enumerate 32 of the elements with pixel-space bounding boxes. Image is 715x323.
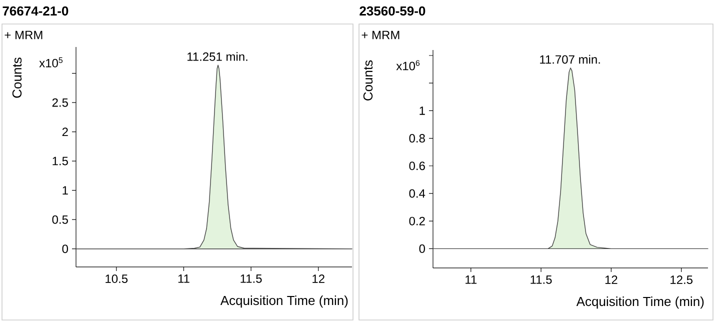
y-tick-label: 1 bbox=[62, 186, 68, 194]
chart-title: 23560-59-0 bbox=[360, 6, 426, 16]
chart-subtitle: + MRM bbox=[4, 30, 42, 40]
y-tick-label: 0.6 bbox=[409, 162, 425, 170]
x-tick-label: 11.5 bbox=[530, 276, 552, 284]
chart-subtitle: + MRM bbox=[362, 30, 400, 40]
x-tick-label: 10.5 bbox=[106, 274, 128, 284]
x-tick-label: 11 bbox=[178, 274, 190, 283]
x-tick-label: 11 bbox=[466, 276, 477, 284]
y-tick-label: 2.5 bbox=[52, 98, 68, 107]
y-tick-label: 2 bbox=[62, 128, 68, 136]
x-tick-label: 12 bbox=[605, 276, 618, 284]
y-tick-label: 0.2 bbox=[409, 216, 425, 226]
x-tick-label: 12.5 bbox=[670, 276, 692, 284]
text: x10$^{5}$ bbox=[39, 57, 63, 68]
x-axis-title: Acquisition Time (min) bbox=[220, 296, 348, 308]
y-tick-label: 0 bbox=[419, 244, 426, 253]
y-tick-label: 0.4 bbox=[409, 189, 426, 198]
y-tick-label: 1.5 bbox=[52, 156, 68, 166]
y-tick-label: 0.8 bbox=[409, 134, 425, 143]
y-tick-label: 0.5 bbox=[52, 215, 68, 224]
text: x10$^{6}$ bbox=[396, 60, 420, 70]
y-axis-title: Counts bbox=[12, 58, 22, 98]
x-tick-label: 12 bbox=[312, 274, 324, 283]
y-tick-label: 1 bbox=[420, 106, 425, 115]
chart-title: 76674-21-0 bbox=[2, 6, 68, 16]
annotation: 11.251 min. bbox=[188, 52, 248, 61]
annotation: 11.707 min. bbox=[540, 54, 600, 64]
x-tick-label: 11.5 bbox=[240, 274, 262, 283]
y-tick-label: 0 bbox=[62, 244, 68, 254]
y-axis-title: Counts bbox=[363, 60, 373, 100]
x-axis-title: Acquisition Time (min) bbox=[576, 296, 704, 309]
